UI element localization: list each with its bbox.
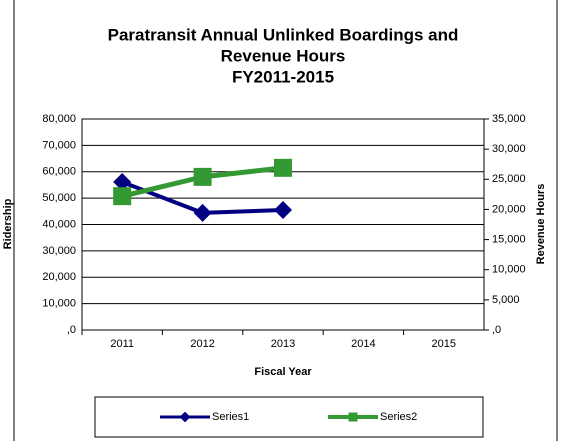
plot-area xyxy=(81,118,485,331)
legend-label: Series1 xyxy=(212,411,249,423)
data-point xyxy=(274,200,292,219)
data-point xyxy=(193,203,212,222)
y2-axis-title: Revenue Hours xyxy=(535,184,547,265)
chart-border xyxy=(13,0,558,441)
y-tick-label: 70,000 xyxy=(42,139,76,151)
y-tick-label: 10,000 xyxy=(42,298,76,310)
x-axis-title: Fiscal Year xyxy=(254,366,312,378)
data-point xyxy=(113,173,132,192)
data-point xyxy=(193,167,212,186)
chart-title: FY2011-2015 xyxy=(232,67,334,86)
y2-tick-label: 20,000 xyxy=(492,203,526,215)
y-tick-label: 80,000 xyxy=(42,113,76,125)
x-tick-label: 2013 xyxy=(271,338,295,350)
y2-tick-label: 30,000 xyxy=(492,143,526,155)
y2-tick-label: 5,000 xyxy=(492,294,520,306)
x-tick-label: 2011 xyxy=(110,338,134,350)
y2-tick-label: 10,000 xyxy=(492,264,526,276)
data-point xyxy=(113,187,132,206)
y2-tick-label: 35,000 xyxy=(492,113,526,125)
y-tick-label: 60,000 xyxy=(42,166,76,178)
legend-marker xyxy=(348,412,358,422)
chart-title: Paratransit Annual Unlinked Boardings an… xyxy=(108,25,459,44)
y-tick-label: 40,000 xyxy=(42,218,76,230)
y2-tick-label: 25,000 xyxy=(492,173,526,185)
legend-box xyxy=(94,396,484,438)
legend-label: Series2 xyxy=(380,411,417,423)
y-tick-label: 30,000 xyxy=(42,245,76,257)
x-tick-label: 2015 xyxy=(432,338,456,350)
y-tick-label: 20,000 xyxy=(42,271,76,283)
x-tick-label: 2014 xyxy=(351,338,375,350)
x-tick-label: 2012 xyxy=(190,338,214,350)
chart-title: Revenue Hours xyxy=(221,46,346,65)
y-tick-label: 50,000 xyxy=(42,192,76,204)
data-point xyxy=(274,158,292,177)
y2-tick-label: 15,000 xyxy=(492,233,526,245)
y-axis-title: Ridership xyxy=(2,198,14,249)
y-tick-label: ,0 xyxy=(67,324,76,336)
y2-tick-label: ,0 xyxy=(492,324,501,336)
